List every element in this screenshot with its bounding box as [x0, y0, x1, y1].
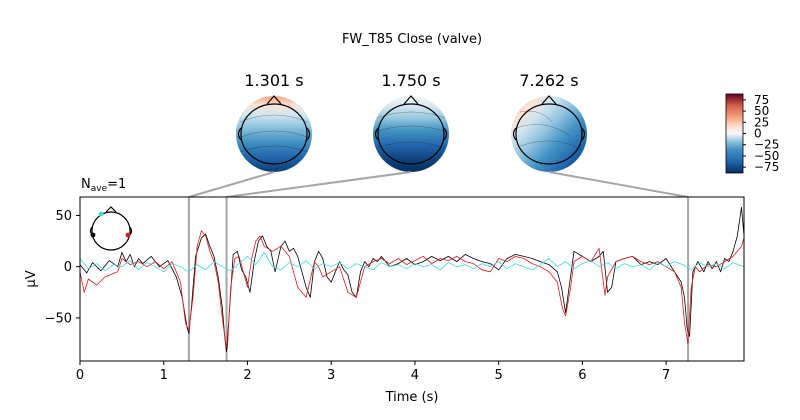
- colorbar-tick-label: −25: [754, 138, 779, 152]
- figure-title: FW_T85 Close (valve): [342, 32, 482, 47]
- head-outline-icon: [377, 103, 445, 165]
- traces: [80, 206, 744, 353]
- inset-head-icon: [91, 211, 131, 251]
- topomap-time-1: 1.301 s: [244, 71, 303, 90]
- trace-3: [80, 251, 744, 273]
- x-tick-label: 6: [578, 368, 586, 383]
- colorbar-tick-label: 25: [754, 115, 769, 129]
- topomap-time-3: 7.262 s: [519, 71, 578, 90]
- head-outline-icon: [515, 103, 583, 165]
- colorbar-tick-label: 75: [754, 93, 769, 107]
- ear-right-icon: [443, 127, 448, 141]
- x-tick-label: 7: [662, 368, 670, 383]
- colorbar-tick-label: 0: [754, 127, 762, 141]
- nose-icon: [266, 95, 282, 105]
- y-axis: −50 0 50: [45, 209, 80, 326]
- topomap-1: 1.301 s: [236, 71, 312, 172]
- nose-icon: [541, 95, 557, 105]
- x-axis: 0 1 2 3 4 5 6 7: [76, 361, 670, 383]
- colorbar-gradient: [725, 93, 744, 174]
- topomap-2: 1.750 s: [373, 71, 449, 172]
- nave-label: Nave=1: [81, 177, 126, 194]
- plot-frame: [80, 197, 744, 361]
- colorbar-tick-label: 50: [754, 104, 769, 118]
- sensor-dot-cyan: [98, 211, 104, 217]
- x-tick-label: 0: [76, 368, 84, 383]
- inset-nose-icon: [105, 206, 117, 213]
- connector-line-3: [548, 171, 689, 198]
- ear-left-icon: [512, 127, 517, 141]
- x-tick-label: 2: [243, 368, 251, 383]
- connector-line-2: [226, 171, 412, 198]
- topomap-3: 7.262 s: [511, 71, 587, 172]
- connector-line-1: [188, 171, 275, 198]
- sensor-dot-black: [90, 232, 96, 238]
- topomap-time-2: 1.750 s: [381, 71, 440, 90]
- y-tick-label: 50: [55, 209, 72, 224]
- x-tick-label: 5: [495, 368, 503, 383]
- head-outline-icon: [240, 103, 308, 165]
- y-tick-label: 0: [64, 260, 72, 275]
- colorbar-tick-label: −75: [754, 160, 779, 174]
- inset-ear-right-icon: [129, 226, 133, 236]
- colorbar-tick-label: −50: [754, 149, 779, 163]
- x-tick-label: 4: [411, 368, 419, 383]
- ear-right-icon: [581, 127, 586, 141]
- sensor-inset: [89, 206, 133, 251]
- ear-right-icon: [306, 127, 311, 141]
- x-axis-label: Time (s): [385, 390, 439, 405]
- x-tick-label: 3: [327, 368, 335, 383]
- ear-left-icon: [237, 127, 242, 141]
- y-axis-label: µV: [24, 270, 39, 287]
- sensor-dot-red: [125, 232, 131, 238]
- nose-icon: [403, 95, 419, 105]
- plot-area: 0 1 2 3 4 5 6 7 −50 0 50 Time (s) µV: [24, 196, 745, 405]
- topomap-connectors: [188, 171, 689, 198]
- x-tick-label: 1: [160, 368, 168, 383]
- trace-2: [80, 230, 744, 350]
- y-tick-label: −50: [45, 311, 72, 326]
- ear-left-icon: [374, 127, 379, 141]
